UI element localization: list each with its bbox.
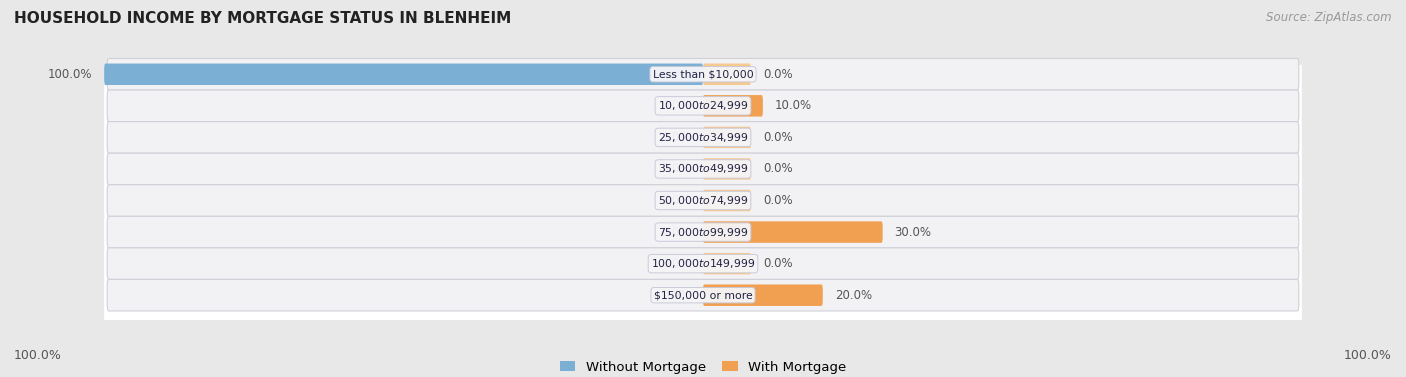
Text: 100.0%: 100.0% — [1344, 349, 1392, 362]
FancyBboxPatch shape — [703, 221, 883, 243]
Text: $150,000 or more: $150,000 or more — [654, 290, 752, 300]
Text: $75,000 to $99,999: $75,000 to $99,999 — [658, 225, 748, 239]
FancyBboxPatch shape — [107, 216, 1299, 248]
FancyBboxPatch shape — [107, 248, 1299, 279]
Text: $50,000 to $74,999: $50,000 to $74,999 — [658, 194, 748, 207]
FancyBboxPatch shape — [703, 190, 751, 211]
FancyBboxPatch shape — [104, 65, 1302, 320]
Text: 0.0%: 0.0% — [661, 131, 690, 144]
Text: 0.0%: 0.0% — [661, 257, 690, 270]
Text: Source: ZipAtlas.com: Source: ZipAtlas.com — [1267, 11, 1392, 24]
Text: 100.0%: 100.0% — [14, 349, 62, 362]
FancyBboxPatch shape — [703, 158, 751, 180]
Text: $100,000 to $149,999: $100,000 to $149,999 — [651, 257, 755, 270]
Text: 0.0%: 0.0% — [661, 194, 690, 207]
FancyBboxPatch shape — [703, 127, 751, 148]
Text: 0.0%: 0.0% — [763, 162, 793, 175]
Text: 0.0%: 0.0% — [661, 289, 690, 302]
FancyBboxPatch shape — [107, 90, 1299, 122]
FancyBboxPatch shape — [107, 153, 1299, 185]
Text: $35,000 to $49,999: $35,000 to $49,999 — [658, 162, 748, 175]
FancyBboxPatch shape — [107, 122, 1299, 153]
FancyBboxPatch shape — [703, 253, 751, 274]
FancyBboxPatch shape — [107, 185, 1299, 216]
Text: $25,000 to $34,999: $25,000 to $34,999 — [658, 131, 748, 144]
Text: 0.0%: 0.0% — [661, 162, 690, 175]
Text: 0.0%: 0.0% — [763, 257, 793, 270]
Text: Less than $10,000: Less than $10,000 — [652, 69, 754, 79]
Text: 10.0%: 10.0% — [775, 99, 813, 112]
Text: $10,000 to $24,999: $10,000 to $24,999 — [658, 99, 748, 112]
FancyBboxPatch shape — [104, 64, 703, 85]
FancyBboxPatch shape — [703, 95, 763, 116]
Text: HOUSEHOLD INCOME BY MORTGAGE STATUS IN BLENHEIM: HOUSEHOLD INCOME BY MORTGAGE STATUS IN B… — [14, 11, 512, 26]
Text: 0.0%: 0.0% — [763, 131, 793, 144]
Text: 0.0%: 0.0% — [763, 194, 793, 207]
Text: 30.0%: 30.0% — [894, 225, 932, 239]
Text: 100.0%: 100.0% — [48, 68, 93, 81]
Legend: Without Mortgage, With Mortgage: Without Mortgage, With Mortgage — [560, 360, 846, 374]
Text: 0.0%: 0.0% — [661, 225, 690, 239]
Text: 0.0%: 0.0% — [661, 99, 690, 112]
Text: 20.0%: 20.0% — [835, 289, 872, 302]
FancyBboxPatch shape — [107, 58, 1299, 90]
FancyBboxPatch shape — [703, 64, 751, 85]
FancyBboxPatch shape — [107, 279, 1299, 311]
FancyBboxPatch shape — [703, 285, 823, 306]
Text: 0.0%: 0.0% — [763, 68, 793, 81]
